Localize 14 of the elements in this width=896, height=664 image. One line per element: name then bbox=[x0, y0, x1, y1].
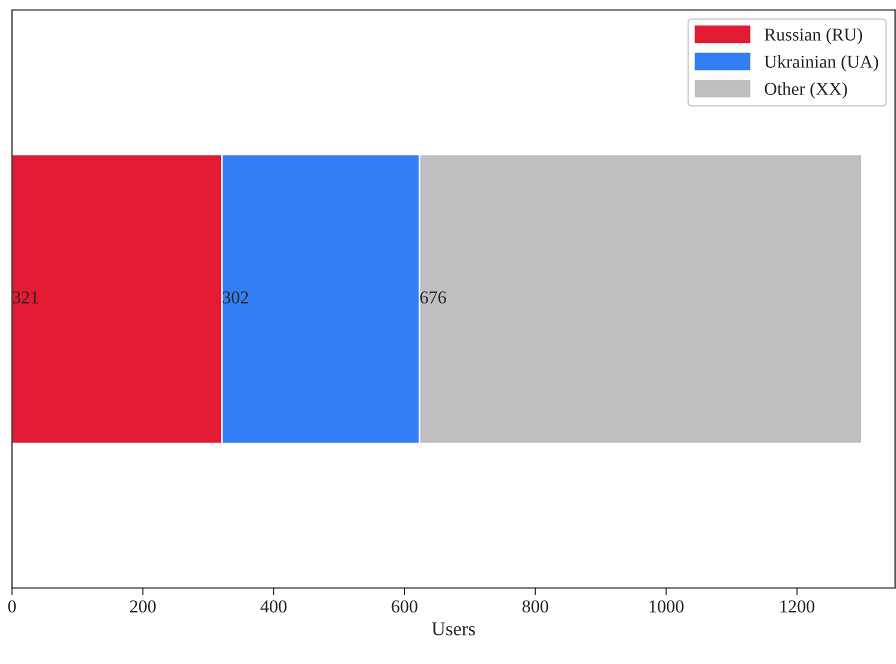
x-tick-label: 800 bbox=[522, 600, 548, 613]
data-label: 321 bbox=[12, 291, 38, 304]
data-label: 302 bbox=[222, 291, 248, 304]
legend-label: Russian (RU) bbox=[764, 28, 862, 44]
x-tick-label: 600 bbox=[392, 600, 418, 613]
x-tick-label: 0 bbox=[8, 600, 16, 613]
x-tick-label: 400 bbox=[260, 600, 287, 613]
legend-label: Other (XX) bbox=[764, 82, 847, 99]
legend-label: Ukrainian (UA) bbox=[764, 55, 878, 72]
x-axis-title: Users bbox=[432, 622, 475, 636]
x-tick-label: 1000 bbox=[650, 600, 684, 613]
data-label: 676 bbox=[420, 291, 446, 304]
x-tick-label: 200 bbox=[130, 600, 156, 613]
x-tick-label: 1200 bbox=[780, 600, 814, 613]
